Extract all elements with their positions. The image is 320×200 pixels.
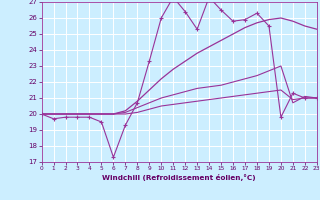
X-axis label: Windchill (Refroidissement éolien,°C): Windchill (Refroidissement éolien,°C) [102,174,256,181]
